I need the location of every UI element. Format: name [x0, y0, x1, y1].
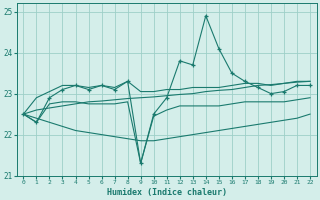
X-axis label: Humidex (Indice chaleur): Humidex (Indice chaleur)	[107, 188, 227, 197]
